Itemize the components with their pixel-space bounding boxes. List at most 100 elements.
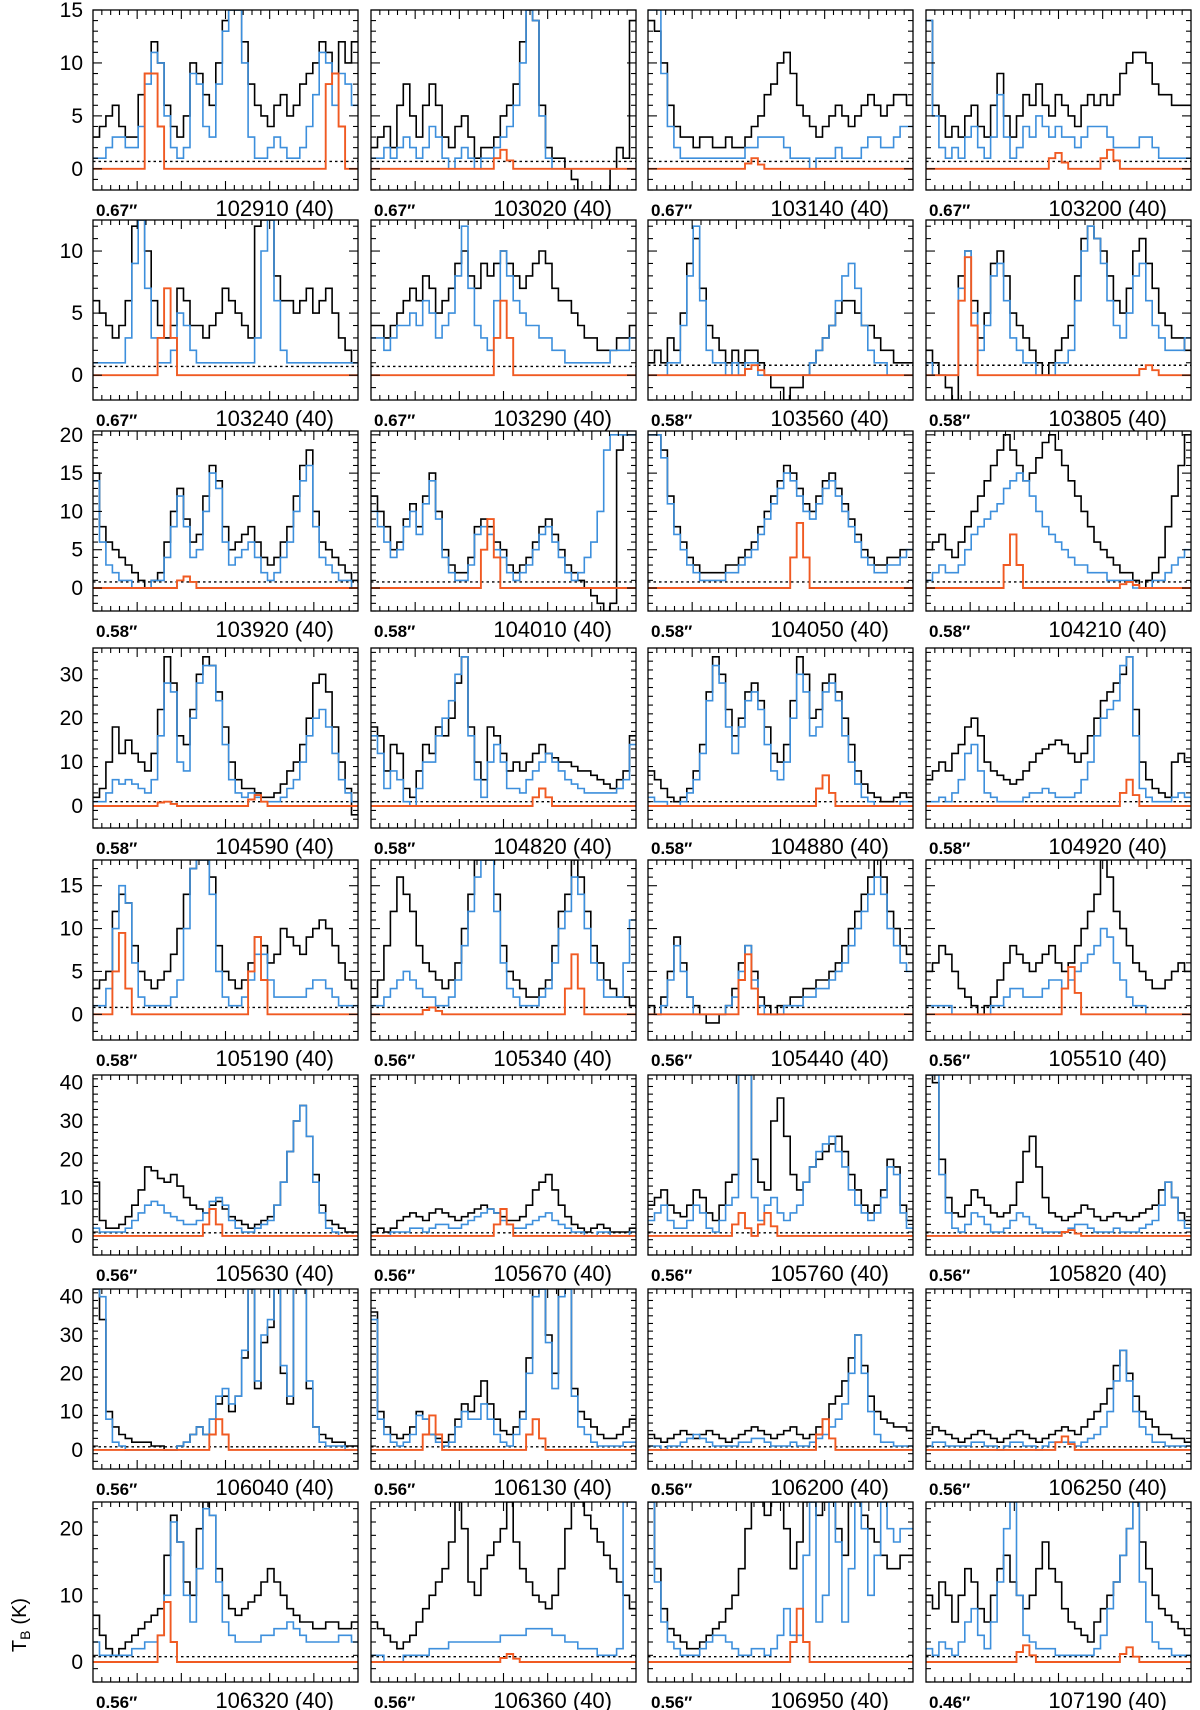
- y-tick-label: 5: [71, 105, 83, 128]
- panel-frame: [647, 859, 914, 1041]
- y-tick-label: 15: [60, 0, 83, 22]
- observed-spectrum: [93, 220, 358, 364]
- panel-frequency: 103920 (40): [215, 617, 334, 642]
- model-total-spectrum: [93, 220, 358, 364]
- panel-resolution: 0.58″: [651, 839, 692, 858]
- spectrum-panel-106360: 0.56″ 106360 (40): [370, 1501, 637, 1710]
- plot-area: [93, 1104, 358, 1237]
- y-tick-label: 5: [71, 302, 83, 325]
- panel-resolution: 0.56″: [374, 1480, 415, 1499]
- model-species-spectrum: [648, 774, 913, 807]
- model-total-spectrum: [926, 19, 1191, 159]
- plot-area: [93, 656, 358, 816]
- panel-resolution: 0.67″: [96, 201, 137, 220]
- plot-area: [926, 19, 1191, 170]
- panel-frequency: 105670 (40): [493, 1261, 612, 1286]
- spectrum-panel-102910: 0 5 10 15 0.67″ 102910 (40): [60, 0, 359, 221]
- panel-frequency: 104590 (40): [215, 834, 334, 859]
- model-species-spectrum: [371, 299, 636, 377]
- spectrum-panel-106200: 0.56″ 106200 (40): [647, 1288, 914, 1500]
- observed-spectrum: [93, 860, 358, 990]
- observed-spectrum: [926, 1502, 1191, 1643]
- y-tick-label: 20: [60, 424, 83, 447]
- spectrum-panel-105760: 0.56″ 105760 (40): [647, 1074, 914, 1286]
- observed-spectrum: [371, 656, 636, 799]
- observed-spectrum: [371, 10, 636, 190]
- spectrum-panel-106040: 0 10 20 30 40 0.56″ 106040 (40): [60, 1286, 359, 1500]
- y-axis-symbol: T: [9, 1640, 31, 1652]
- y-tick-label: 5: [71, 539, 83, 562]
- y-tick-label: 10: [60, 52, 83, 75]
- plot-area: [648, 860, 913, 1024]
- y-tick-label: 30: [60, 1110, 83, 1133]
- panel-frequency: 103805 (40): [1048, 406, 1167, 431]
- y-tick-label: 10: [60, 500, 83, 523]
- panel-frequency: 105190 (40): [215, 1046, 334, 1071]
- model-species-spectrum: [371, 953, 636, 1016]
- panel-resolution: 0.58″: [96, 622, 137, 641]
- spectrum-panel-104590: 0 10 20 30 0.58″ 104590 (40): [60, 647, 359, 859]
- panel-frame: [92, 9, 359, 191]
- plot-area: [93, 1502, 358, 1663]
- model-species-spectrum: [371, 148, 636, 170]
- spectrum-panel-105440: 0.56″ 105440 (40): [647, 859, 914, 1071]
- model-species-spectrum: [371, 1653, 636, 1663]
- panel-frame: [370, 9, 637, 191]
- spectrum-panel-103290: 0.67″ 103290 (40): [370, 219, 637, 431]
- spectrum-panel-104210: 0.58″ 104210 (40): [925, 430, 1192, 642]
- model-total-spectrum: [926, 927, 1191, 1016]
- panel-resolution: 0.56″: [651, 1051, 692, 1070]
- observed-spectrum: [648, 19, 913, 149]
- model-species-spectrum: [93, 1418, 358, 1451]
- panel-resolution: 0.58″: [929, 622, 970, 641]
- model-species-spectrum: [926, 1229, 1191, 1237]
- plot-area: [648, 434, 913, 589]
- panel-frame: [647, 1074, 914, 1256]
- observed-spectrum: [648, 1502, 913, 1650]
- spectrum-panel-104920: 0.58″ 104920 (40): [925, 647, 1192, 859]
- model-total-spectrum: [648, 10, 913, 170]
- plot-area: [648, 656, 913, 807]
- spectrum-panel-105190: 0 5 10 15 0.58″ 105190 (40): [60, 859, 359, 1071]
- observed-spectrum: [371, 1289, 636, 1443]
- y-tick-label: 0: [71, 1651, 83, 1674]
- spectrum-panel-106320: 0 10 20 0.56″ 106320 (40): [60, 1501, 359, 1710]
- plot-area: [371, 1502, 636, 1663]
- panel-frequency: 103200 (40): [1048, 196, 1167, 221]
- spectrum-panel-105340: 0.56″ 105340 (40): [370, 859, 637, 1071]
- model-total-spectrum: [648, 664, 913, 807]
- observed-spectrum: [926, 1349, 1191, 1443]
- panel-frequency: 106360 (40): [493, 1688, 612, 1710]
- panel-frequency: 105760 (40): [770, 1261, 889, 1286]
- model-species-spectrum: [93, 1208, 358, 1237]
- y-tick-label: 30: [60, 1324, 83, 1347]
- y-tick-label: 10: [60, 918, 83, 941]
- spectrum-panel-106250: 0.56″ 106250 (40): [925, 1288, 1192, 1500]
- panel-resolution: 0.67″: [374, 201, 415, 220]
- y-tick-label: 10: [60, 1187, 83, 1210]
- model-total-spectrum: [93, 860, 358, 1007]
- panel-frame: [92, 1074, 359, 1256]
- spectrum-panel-103560: 0.58″ 103560 (40): [647, 219, 914, 431]
- model-total-spectrum: [648, 876, 913, 1016]
- spectrum-panel-105510: 0.56″ 105510 (40): [925, 859, 1192, 1071]
- model-total-spectrum: [648, 1502, 913, 1657]
- model-species-spectrum: [926, 148, 1191, 170]
- panel-resolution: 0.56″: [651, 1266, 692, 1285]
- panel-resolution: 0.56″: [651, 1480, 692, 1499]
- y-axis-label: TB (K): [9, 1598, 33, 1652]
- panel-frequency: 104010 (40): [493, 617, 612, 642]
- observed-spectrum: [648, 237, 913, 400]
- y-tick-label: 0: [71, 158, 83, 181]
- model-total-spectrum: [371, 860, 636, 1007]
- panel-resolution: 0.56″: [374, 1051, 415, 1070]
- spectrum-panel-107190: 0.46″ 107190 (40): [925, 1501, 1192, 1710]
- panel-resolution: 0.58″: [374, 622, 415, 641]
- plot-area: [93, 10, 358, 170]
- panel-frequency: 103560 (40): [770, 406, 889, 431]
- model-total-spectrum: [648, 1334, 913, 1451]
- panel-frequency: 106250 (40): [1048, 1475, 1167, 1500]
- plot-area: [93, 1289, 358, 1451]
- model-species-spectrum: [371, 518, 636, 589]
